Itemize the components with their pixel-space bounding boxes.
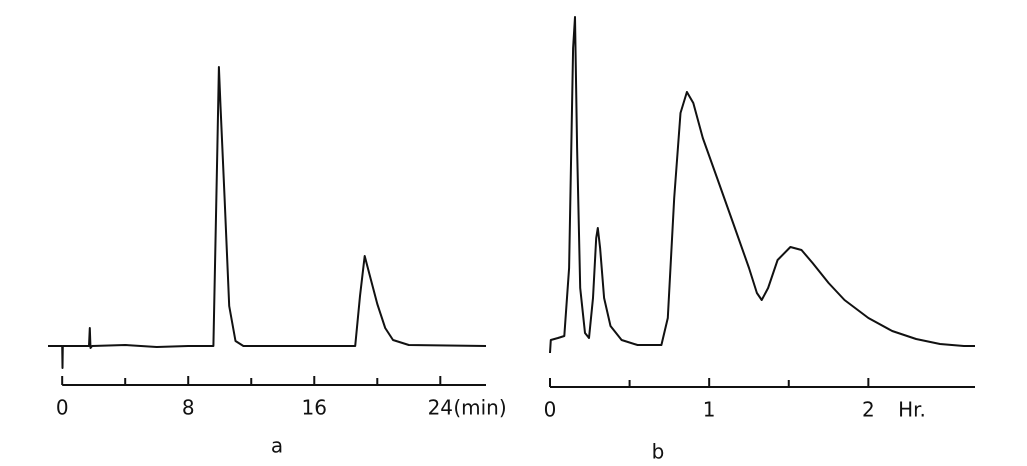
panel-label: b (652, 440, 665, 464)
x-tick-label: 0 (544, 398, 557, 422)
x-tick-label: 24 (428, 396, 453, 420)
x-tick-label: 2 (862, 398, 875, 422)
trace (549, 16, 975, 354)
trace (48, 66, 487, 369)
x-axis-label: (min) (453, 396, 506, 420)
x-tick-label: 1 (703, 398, 716, 422)
x-tick-label: 8 (182, 396, 195, 420)
x-tick-label: 16 (302, 396, 327, 420)
x-axis-label: Hr. (898, 398, 926, 422)
x-tick-label: 0 (56, 396, 69, 420)
panel-label: a (271, 434, 283, 458)
